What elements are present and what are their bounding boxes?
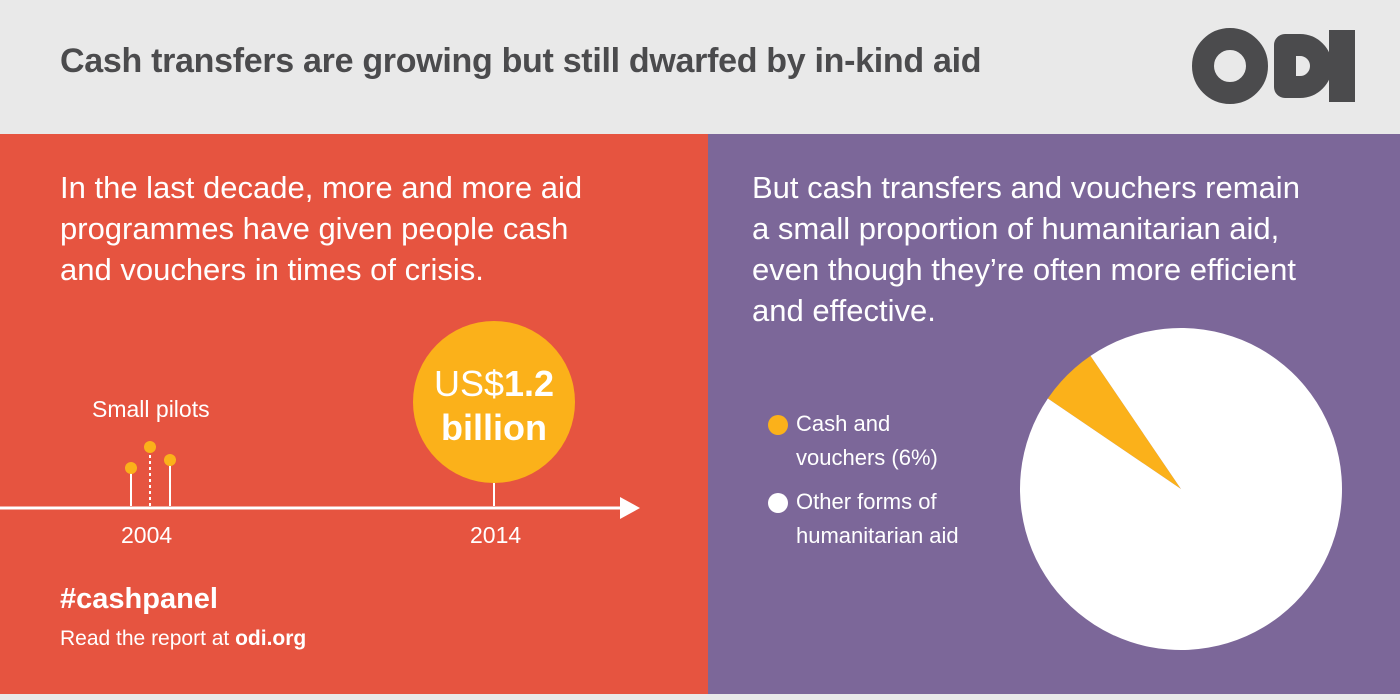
left-lead-line: and vouchers in times of crisis. (60, 252, 484, 287)
legend-text: vouchers (6%) (796, 445, 938, 470)
right-lead-line: and effective. (752, 293, 936, 328)
legend-swatch-cash (768, 415, 788, 435)
timeline-chart (0, 441, 640, 519)
pie-slice-other (1020, 328, 1342, 650)
legend-item-cash: Cash and vouchers (6%) (768, 407, 938, 475)
small-pilots-label: Small pilots (92, 396, 210, 422)
legend-item-other: Other forms of humanitarian aid (768, 485, 959, 553)
bottom-strip (0, 694, 1400, 700)
amount-unit: billion (441, 407, 547, 448)
pilot-dot (144, 441, 156, 453)
pilot-dot (125, 462, 137, 474)
left-lead-text: In the last decade, more and more aid pr… (60, 167, 582, 290)
logo-o-ring (1192, 28, 1268, 104)
pie-chart (1020, 328, 1342, 650)
pilot-dot (164, 454, 176, 466)
amount-prefix: US$ (433, 363, 504, 404)
timeline-arrow-icon (620, 497, 640, 519)
legend-row: Cash and vouchers (6%) (768, 407, 938, 475)
left-lead-line: programmes have given people cash (60, 211, 569, 246)
left-panel (0, 134, 708, 694)
legend-text: Other forms of (796, 489, 937, 514)
hashtag: #cashpanel (60, 583, 218, 615)
legend-row: Other forms of humanitarian aid (768, 485, 959, 553)
header-bar: Cash transfers are growing but still dwa… (0, 0, 1400, 134)
right-lead-line: even though they’re often more efficient (752, 252, 1296, 287)
report-link[interactable]: odi.org (235, 627, 307, 650)
year-label-2004: 2004 (121, 522, 173, 548)
pie-slice-cash (1047, 355, 1181, 489)
odi-logo (1192, 28, 1355, 104)
right-lead-line: a small proportion of humanitarian aid, (752, 211, 1280, 246)
page-title: Cash transfers are growing but still dwa… (60, 42, 982, 80)
legend-text: Cash and (796, 411, 891, 436)
logo-d-shape (1274, 34, 1332, 98)
right-lead-line: But cash transfers and vouchers remain (752, 170, 1300, 205)
legend-swatch-other (768, 493, 788, 513)
read-prefix: Read the report at (60, 627, 236, 650)
legend-text: humanitarian aid (796, 523, 959, 548)
amount-number: 1.2 (503, 363, 555, 404)
read-report-line: Read the report at odi.org (60, 627, 306, 651)
amount-bubble: US$1.2 billion (413, 321, 575, 483)
year-label-2014: 2014 (470, 522, 522, 548)
logo-i-bar (1329, 30, 1355, 102)
amount-value: US$1.2 (413, 363, 575, 405)
right-lead-text: But cash transfers and vouchers remain a… (752, 167, 1300, 331)
left-lead-line: In the last decade, more and more aid (60, 170, 583, 205)
